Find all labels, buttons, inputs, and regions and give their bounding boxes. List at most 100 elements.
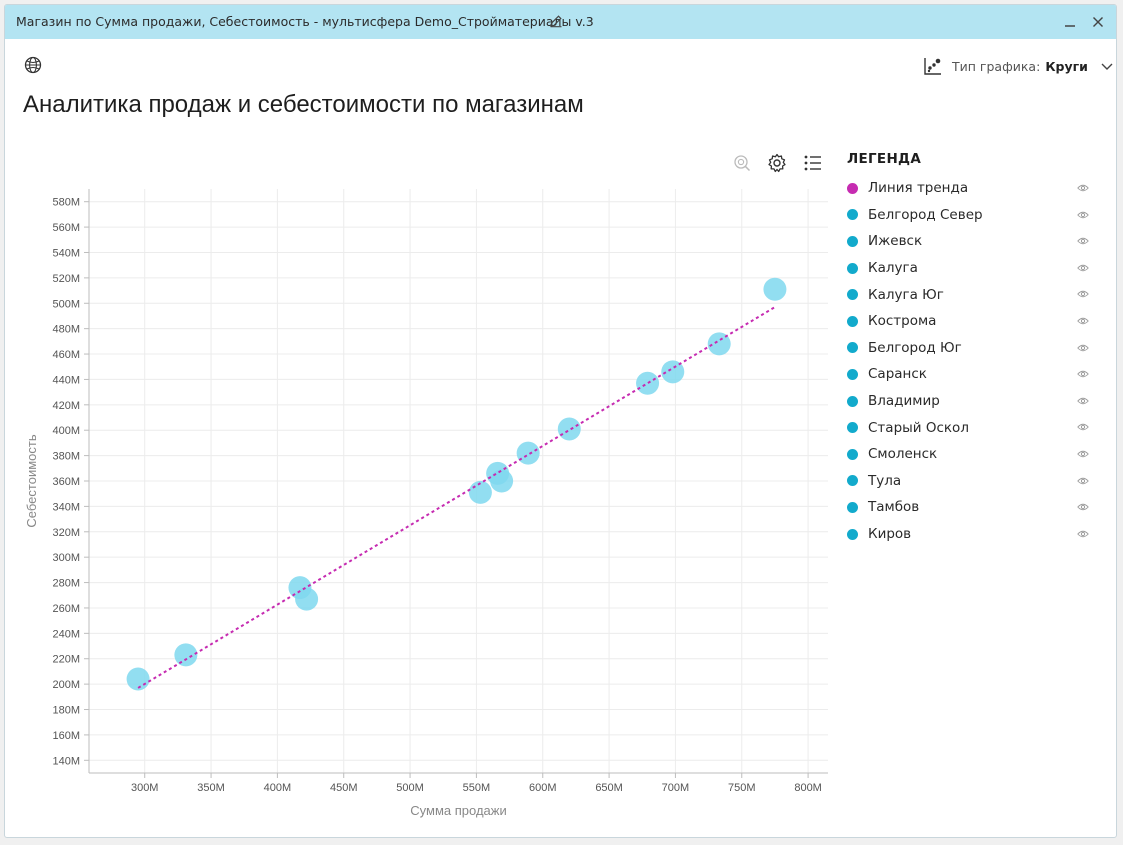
legend-label: Калуга Юг [868, 286, 944, 303]
legend-item[interactable]: Линия тренда [847, 175, 1097, 202]
x-tick-label: 400M [264, 782, 292, 794]
y-tick-label: 200M [52, 679, 80, 691]
chart-type-label: Тип графика: [952, 58, 1041, 74]
trend-line [137, 306, 776, 689]
y-tick-label: 260M [52, 603, 80, 615]
eye-icon[interactable] [1077, 316, 1089, 326]
data-point [174, 643, 198, 667]
y-tick-label: 540M [52, 247, 80, 259]
y-tick-label: 360M [52, 476, 80, 488]
y-tick-label: 240M [52, 628, 80, 640]
legend-item[interactable]: Ижевск [847, 228, 1097, 255]
window-title: Магазин по Сумма продажи, Себестоимость … [16, 14, 594, 29]
y-tick-label: 220M [52, 654, 80, 666]
legend-item[interactable]: Тула [847, 468, 1097, 495]
x-tick-label: 300M [131, 782, 159, 794]
eye-icon[interactable] [1077, 263, 1089, 273]
y-tick-label: 580M [52, 197, 80, 209]
data-point [557, 417, 581, 441]
eye-icon[interactable] [1077, 422, 1089, 432]
y-axis-title: Себестоимость [24, 434, 39, 527]
y-tick-label: 300M [52, 552, 80, 564]
x-tick-label: 700M [662, 782, 690, 794]
legend-item[interactable]: Белгород Юг [847, 335, 1097, 362]
close-icon[interactable] [1088, 12, 1108, 32]
x-tick-label: 800M [794, 782, 822, 794]
legend-label: Белгород Север [868, 206, 983, 223]
chevron-down-icon [1101, 63, 1113, 70]
legend-marker [847, 182, 858, 194]
legend-list-icon[interactable] [802, 152, 824, 174]
legend-label: Старый Оскол [868, 419, 969, 436]
legend-label: Кострома [868, 313, 937, 330]
gear-icon[interactable] [766, 152, 788, 174]
legend-marker [847, 342, 858, 354]
eye-icon[interactable] [1077, 449, 1089, 459]
x-tick-label: 350M [197, 782, 225, 794]
legend-marker [847, 209, 858, 221]
legend-item[interactable]: Тамбов [847, 494, 1097, 521]
chart-type-selector[interactable]: Тип графика: Круги [923, 54, 1114, 78]
legend-marker [847, 475, 858, 487]
legend-item[interactable]: Белгород Север [847, 202, 1097, 229]
y-tick-label: 480M [52, 324, 80, 336]
eye-icon[interactable] [1077, 529, 1089, 539]
eye-icon[interactable] [1077, 369, 1089, 379]
legend-item[interactable]: Кострома [847, 308, 1097, 335]
legend-label: Саранск [868, 366, 927, 383]
legend-marker [847, 262, 858, 274]
data-point [636, 371, 660, 395]
minimize-icon[interactable] [1060, 12, 1080, 32]
legend-label: Тамбов [868, 499, 920, 516]
data-point [763, 277, 787, 301]
eye-icon[interactable] [1077, 396, 1089, 406]
globe-icon[interactable] [23, 55, 43, 75]
scatter-chart: 140M 160M 180M 200M 220M 240M 260M 280M 300M 320M… [24, 189, 828, 818]
legend-label: Калуга [868, 260, 918, 277]
legend-item[interactable]: Саранск [847, 361, 1097, 388]
y-tick-label: 180M [52, 705, 80, 717]
legend-marker [847, 448, 858, 460]
legend-label: Владимир [868, 393, 940, 410]
legend-item[interactable]: Киров [847, 521, 1097, 548]
chart-window: Магазин по Сумма продажи, Себестоимость … [4, 4, 1117, 838]
legend-label: Тула [868, 472, 902, 489]
eye-icon[interactable] [1077, 210, 1089, 220]
eye-icon[interactable] [1077, 502, 1089, 512]
legend-item[interactable]: Владимир [847, 388, 1097, 415]
legend-label: Линия тренда [868, 180, 969, 197]
legend-marker [847, 501, 858, 513]
y-tick-label: 380M [52, 451, 80, 463]
zoom-icon[interactable] [731, 152, 753, 174]
data-point [516, 441, 540, 465]
y-tick-label: 560M [52, 222, 80, 234]
edit-pencil-icon[interactable] [549, 14, 563, 28]
legend-label: Киров [868, 526, 912, 543]
legend-item[interactable]: Калуга Юг [847, 281, 1097, 308]
legend-marker [847, 422, 858, 434]
eye-icon[interactable] [1077, 289, 1089, 299]
scatter-chart-icon [924, 58, 941, 75]
eye-icon[interactable] [1077, 236, 1089, 246]
legend-item[interactable]: Смоленск [847, 441, 1097, 468]
y-tick-label: 160M [52, 730, 80, 742]
y-tick-label: 320M [52, 527, 80, 539]
y-tick-label: 340M [52, 501, 80, 513]
y-tick-label: 500M [52, 298, 80, 310]
legend-marker [847, 368, 858, 380]
x-tick-label: 550M [463, 782, 491, 794]
legend-title: ЛЕГЕНДА [847, 151, 922, 167]
y-tick-label: 460M [52, 349, 80, 361]
x-tick-label: 650M [595, 782, 623, 794]
eye-icon[interactable] [1077, 343, 1089, 353]
eye-icon[interactable] [1077, 476, 1089, 486]
x-tick-label: 500M [396, 782, 424, 794]
y-tick-label: 280M [52, 578, 80, 590]
legend-item[interactable]: Старый Оскол [847, 414, 1097, 441]
legend-marker [847, 235, 858, 247]
x-tick-label: 750M [728, 782, 756, 794]
x-tick-label: 450M [330, 782, 358, 794]
y-tick-label: 440M [52, 374, 80, 386]
legend-item[interactable]: Калуга [847, 255, 1097, 282]
eye-icon[interactable] [1077, 183, 1089, 193]
